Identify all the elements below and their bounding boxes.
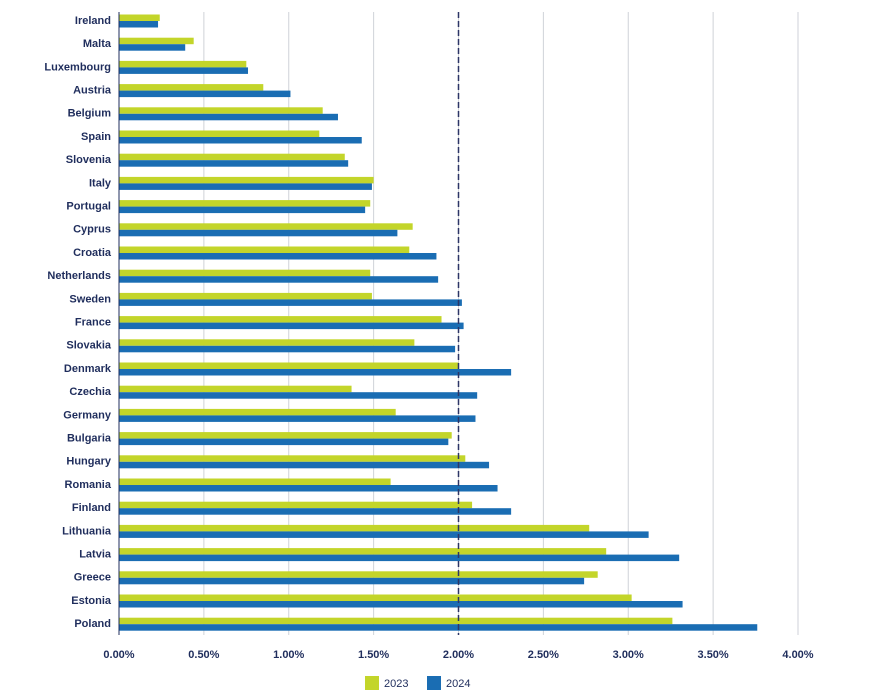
bar [119,253,437,260]
bar [119,299,462,306]
bar [119,485,498,492]
bar [119,478,391,485]
bar [119,292,372,300]
y-tick-label: Sweden [69,293,111,305]
y-tick-label: Cyprus [73,224,111,236]
bar [119,14,160,21]
bar [119,577,585,585]
bar [119,130,320,137]
bar [119,408,396,416]
bar [119,369,512,376]
y-tick-label: Belgium [68,108,112,120]
y-tick-label: Italy [89,177,112,189]
bar [119,60,247,68]
bar [119,223,413,230]
y-tick-label: Romania [65,479,112,491]
bar [119,206,366,214]
x-tick-label: 0.50% [188,649,219,661]
bar [119,153,345,161]
bar [119,438,449,446]
y-tick-label: Slovenia [66,154,112,166]
legend-swatch [365,676,379,690]
bar [119,322,464,330]
legend-text: 2023 [384,678,408,690]
y-tick-label: Ireland [75,15,111,27]
y-tick-label: Finland [72,502,111,514]
y-tick-label: Malta [83,38,112,50]
bar [119,21,159,28]
bar [119,524,590,532]
bar [119,316,442,323]
bar [119,601,683,608]
bar [119,44,186,51]
bar [119,571,598,578]
y-tick-label: Croatia [73,247,112,259]
bar [119,554,680,562]
bar [119,531,649,538]
bar [119,432,452,439]
bar [119,548,607,555]
x-tick-label: 3.00% [613,649,644,661]
x-tick-label: 0.00% [103,649,134,661]
bar [119,90,291,98]
y-tick-label: France [75,317,111,329]
bar [119,176,374,184]
y-tick-label: Lithuania [62,525,112,537]
x-tick-label: 2.00% [443,649,474,661]
x-tick-label: 4.00% [782,649,813,661]
bar [119,183,372,190]
y-tick-label: Luxembourg [44,61,111,73]
bar [119,67,249,74]
bar [119,84,264,91]
bar [119,37,194,45]
y-tick-label: Portugal [66,201,111,213]
y-tick-label: Hungary [66,456,112,468]
y-tick-label: Bulgaria [67,433,112,445]
bar [119,455,466,462]
bar [119,113,338,121]
bar [119,200,371,207]
y-tick-label: Czechia [69,386,111,398]
x-tick-label: 3.50% [698,649,729,661]
bar [119,160,349,167]
bar [119,617,673,625]
bar [119,415,476,422]
x-tick-label: 1.00% [273,649,304,661]
y-tick-label: Greece [74,572,111,584]
y-tick-label: Denmark [64,363,112,375]
bar [119,246,410,253]
y-tick-label: Netherlands [47,270,111,282]
bar [119,107,323,114]
bar [119,461,490,469]
x-tick-label: 2.50% [528,649,559,661]
y-tick-label: Estonia [71,595,112,607]
y-tick-label: Latvia [79,549,112,561]
bar [119,345,456,353]
legend-swatch [427,676,441,690]
bar [119,624,758,631]
bar [119,385,352,393]
bar [119,362,459,369]
y-tick-label: Germany [63,409,112,421]
bar [119,501,473,509]
y-tick-label: Austria [73,85,112,97]
bar [119,594,632,601]
bar [119,269,371,277]
bar [119,229,398,237]
y-tick-label: Slovakia [66,340,112,352]
bar [119,339,415,346]
bar [119,137,362,144]
x-tick-label: 1.50% [358,649,389,661]
y-tick-label: Spain [81,131,111,143]
bar [119,392,478,399]
y-tick-label: Poland [74,618,111,630]
bar [119,276,439,283]
bar [119,508,512,515]
legend-text: 2024 [446,678,470,690]
